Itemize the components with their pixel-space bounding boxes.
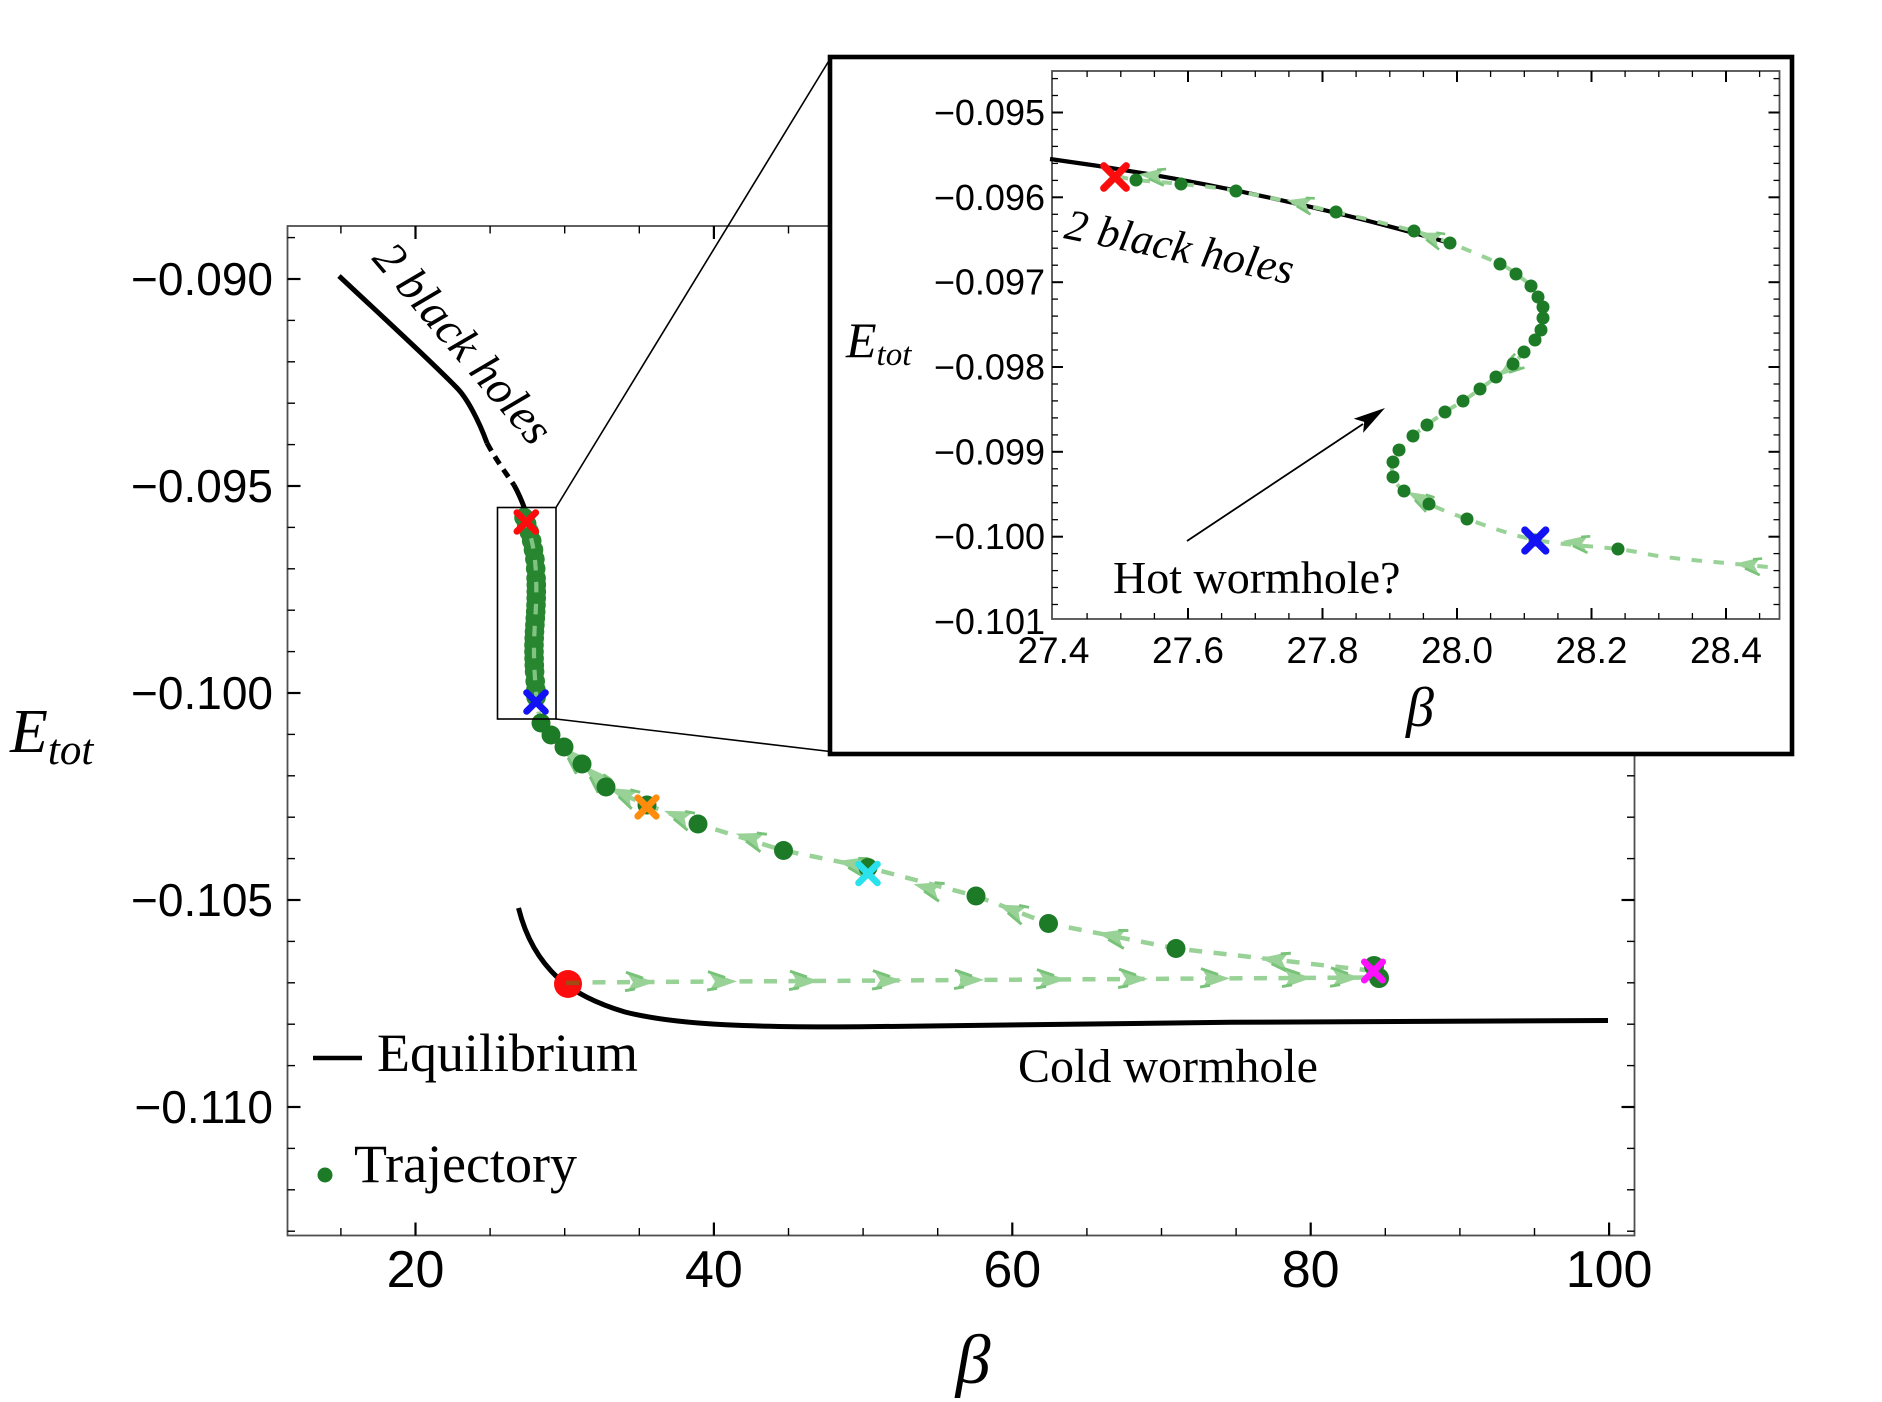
svg-text:28.4: 28.4 [1690, 630, 1762, 671]
svg-text:−0.095: −0.095 [934, 92, 1045, 133]
svg-text:−0.097: −0.097 [934, 262, 1045, 303]
svg-text:−0.098: −0.098 [934, 347, 1045, 388]
svg-text:−0.100: −0.100 [131, 667, 273, 719]
svg-text:−0.105: −0.105 [131, 874, 273, 926]
svg-text:Equilibrium: Equilibrium [377, 1023, 638, 1083]
svg-text:β: β [1405, 677, 1434, 739]
svg-text:27.6: 27.6 [1152, 630, 1224, 671]
svg-text:−0.095: −0.095 [131, 460, 273, 512]
svg-text:Hot wormhole?: Hot wormhole? [1113, 552, 1400, 603]
svg-text:100: 100 [1566, 1241, 1653, 1299]
svg-text:27.8: 27.8 [1286, 630, 1358, 671]
svg-text:Trajectory: Trajectory [354, 1134, 577, 1194]
svg-text:Cold wormhole: Cold wormhole [1018, 1040, 1318, 1093]
svg-text:−0.096: −0.096 [934, 177, 1045, 218]
svg-text:−0.100: −0.100 [934, 516, 1045, 557]
svg-text:60: 60 [983, 1241, 1041, 1299]
svg-text:28.0: 28.0 [1421, 630, 1493, 671]
svg-text:27.4: 27.4 [1017, 630, 1089, 671]
svg-text:−0.101: −0.101 [934, 601, 1045, 642]
svg-text:−0.099: −0.099 [934, 431, 1045, 472]
svg-text:β: β [954, 1322, 991, 1399]
svg-text:−0.110: −0.110 [134, 1081, 273, 1133]
svg-text:20: 20 [387, 1241, 445, 1299]
svg-text:80: 80 [1282, 1241, 1340, 1299]
svg-text:40: 40 [685, 1241, 743, 1299]
svg-text:28.2: 28.2 [1555, 630, 1627, 671]
svg-text:−0.090: −0.090 [131, 253, 273, 305]
